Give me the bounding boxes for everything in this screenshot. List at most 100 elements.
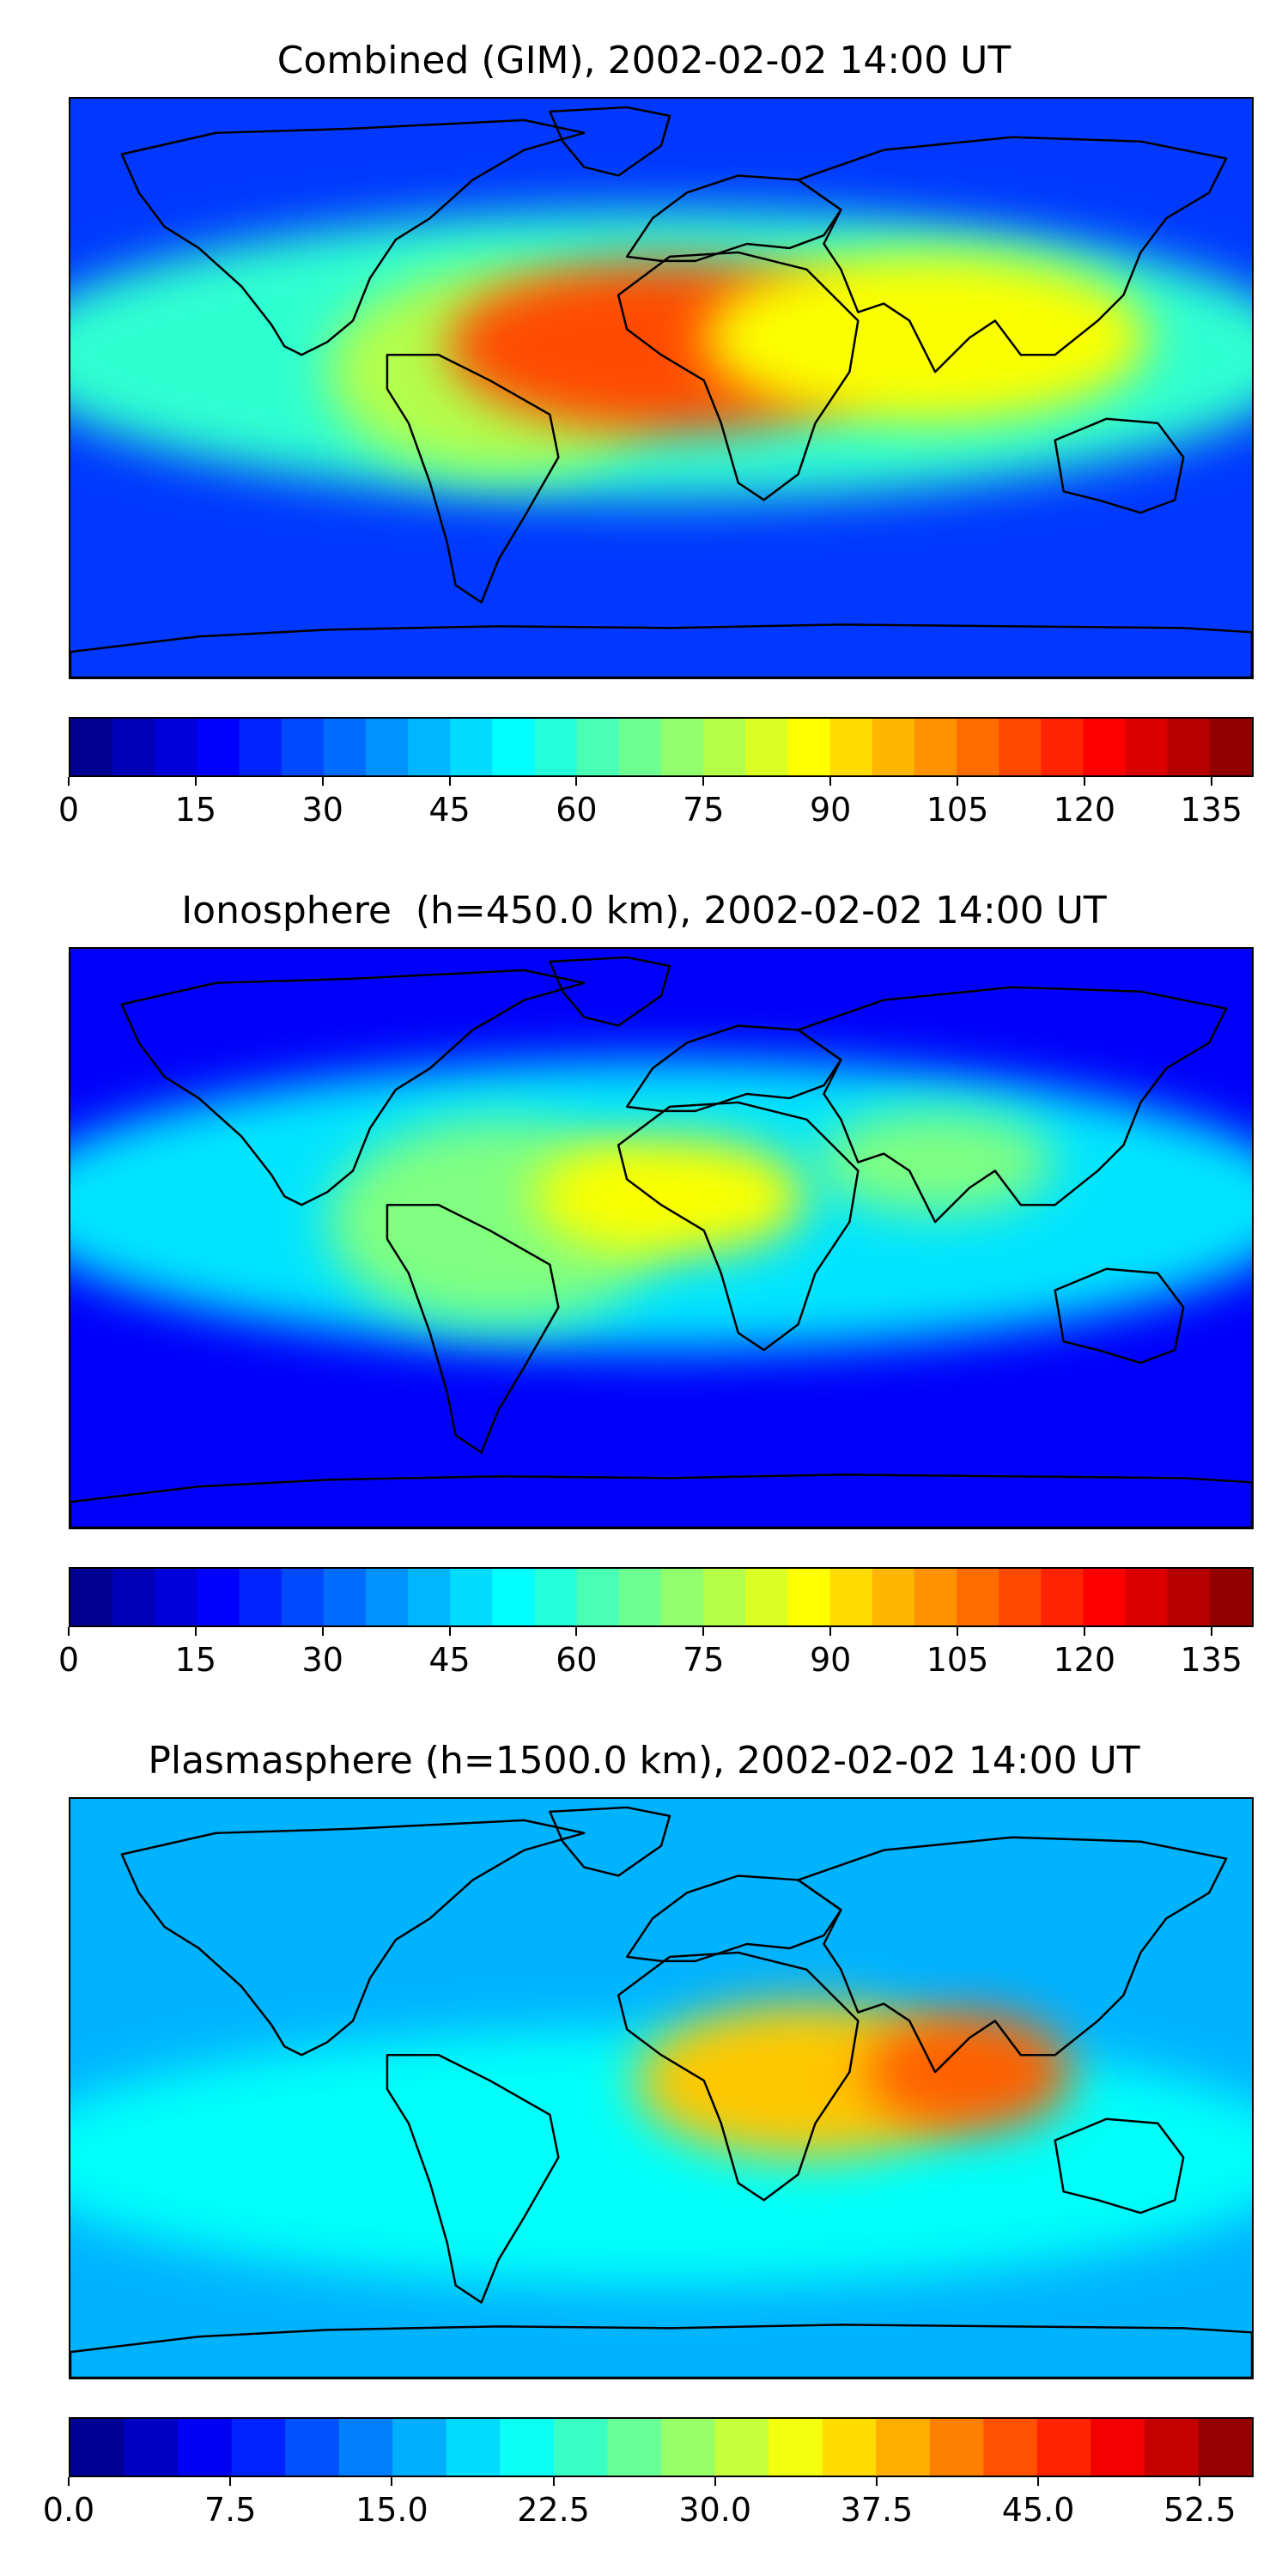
colorbar-segment — [178, 2419, 233, 2476]
colorbar-segment — [408, 719, 451, 775]
colorbar-segment — [366, 1569, 409, 1625]
colorbar-tick-mark — [552, 2477, 555, 2486]
colorbar-tick-label: 30 — [301, 1641, 343, 1679]
coastlines — [70, 1806, 1252, 2378]
colorbar-tick-mark — [391, 2477, 393, 2486]
colorbar-segment — [576, 1569, 620, 1625]
colorbar-segment — [714, 2419, 769, 2476]
colorbar-segment — [957, 1569, 999, 1625]
colorbar-tick-label: 7.5 — [204, 2491, 257, 2529]
colorbar-segment — [239, 1569, 283, 1625]
colorbar-tick-mark — [575, 777, 578, 786]
colorbar-segment — [769, 2419, 823, 2476]
colorbar-segment — [607, 2419, 662, 2476]
antarctica-outline — [70, 623, 1252, 677]
colorbar-segment — [70, 1569, 113, 1625]
map-svg-plasmasphere — [70, 1799, 1252, 2378]
colorbar-tick-mark — [957, 1627, 958, 1636]
colorbar-segment — [703, 719, 746, 775]
colorbar-segment — [929, 2419, 984, 2476]
asia-outline — [797, 136, 1228, 374]
colorbar-segment — [197, 1569, 240, 1625]
europe-outline — [625, 1874, 842, 1963]
colorbar-segment — [124, 2419, 179, 2476]
antarctica-outline — [70, 2324, 1252, 2378]
australia-outline — [1054, 1267, 1185, 1364]
colorbar-tick-mark — [229, 2477, 232, 2486]
colorbar-segment — [1209, 719, 1252, 775]
colorbar-tick-mark — [1037, 2477, 1040, 2486]
colorbar-tick-label: 15 — [174, 1641, 217, 1679]
colorbar-tick-label: 37.5 — [840, 2491, 914, 2529]
colorbar-tick-label: 75 — [683, 1641, 725, 1679]
europe-outline — [625, 1024, 842, 1113]
colorbar-ticks-plasmasphere: 0.0 7.5 15.0 22.5 30.0 37.5 45.0 52.5 — [43, 2477, 1254, 2529]
colorbar-tick-label: 75 — [683, 791, 725, 829]
colorbar-segment — [618, 1569, 662, 1625]
colorbar-tick-label: 120 — [1053, 791, 1116, 829]
colorbar-segment — [1209, 1569, 1252, 1625]
panel-title-plasmasphere: Plasmasphere (h=1500.0 km), 2002-02-02 1… — [148, 1739, 1140, 1783]
europe-outline — [625, 174, 842, 263]
colorbar-tick-label: 60 — [556, 1641, 598, 1679]
colorbar-segment — [983, 2419, 1038, 2476]
north-america-outline — [120, 969, 586, 1206]
colorbar-segment — [1167, 1569, 1211, 1625]
map-plasmasphere — [69, 1797, 1254, 2379]
colorbar-tick-mark — [957, 777, 958, 786]
colorbar-segment — [366, 719, 409, 775]
colorbar-tick-mark — [702, 777, 705, 786]
colorbar-tick-label: 0 — [58, 1641, 80, 1679]
colorbar-segment — [829, 1569, 873, 1625]
colorbar-segment — [323, 719, 367, 775]
colorbar-segment — [450, 719, 494, 775]
colorbar-segment — [745, 1569, 789, 1625]
colorbar-segment — [829, 719, 873, 775]
colorbar-segment — [155, 719, 198, 775]
colorbar-segment — [1083, 1569, 1127, 1625]
colorbar-segment — [999, 719, 1042, 775]
colorbar-segment — [1125, 719, 1169, 775]
colorbar-segment — [323, 1569, 367, 1625]
colorbar-ticks-combined: 0 15 30 45 60 75 90 105 120 135 — [58, 777, 1254, 829]
colorbar-segment — [534, 719, 578, 775]
colorbar-segment — [661, 1569, 704, 1625]
colorbar-segment — [281, 719, 325, 775]
colorbar-segment — [1041, 1569, 1084, 1625]
colorbar-segment — [492, 719, 536, 775]
colorbar-tick-mark — [321, 777, 324, 786]
colorbar-tick-mark — [1083, 1627, 1085, 1636]
africa-outline — [617, 1951, 860, 2202]
map-field-ionosphere — [70, 949, 1252, 1528]
colorbar-tick-mark — [875, 2477, 878, 2486]
colorbar-svg-combined — [70, 719, 1252, 775]
colorbar-segment — [822, 2419, 877, 2476]
colorbar-segment — [408, 1569, 451, 1625]
colorbar-tick-mark — [1210, 1627, 1212, 1636]
map-field-combined — [70, 99, 1252, 677]
colorbar-plasmasphere — [69, 2417, 1254, 2477]
map-svg-combined — [70, 99, 1252, 677]
colorbar-tick-mark — [68, 777, 70, 786]
west-africa-peak — [532, 1136, 807, 1256]
colorbar-segment — [876, 2419, 931, 2476]
colorbar-tick-mark — [194, 777, 197, 786]
colorbar-segment — [285, 2419, 340, 2476]
colorbar-tick-mark — [68, 1627, 70, 1636]
panel-title-combined: Combined (GIM), 2002-02-02 14:00 UT — [276, 39, 1012, 82]
australia-outline — [1054, 417, 1185, 514]
map-field-plasmasphere — [70, 1799, 1252, 2378]
asia-outline — [797, 1836, 1228, 2074]
colorbar-segment — [1125, 1569, 1169, 1625]
north-america-outline — [120, 118, 586, 356]
colorbar-ticks-ionosphere: 0 15 30 45 60 75 90 105 120 135 — [58, 1627, 1254, 1679]
colorbar-segment — [553, 2419, 609, 2476]
colorbar-ionosphere — [69, 1567, 1254, 1627]
colorbar-tick-mark — [575, 1627, 578, 1636]
colorbar-tick-label: 60 — [556, 791, 598, 829]
colorbar-segment — [450, 1569, 494, 1625]
colorbar-tick-mark — [829, 777, 832, 786]
colorbar-segment — [446, 2419, 501, 2476]
colorbar-tick-mark — [702, 1627, 705, 1636]
colorbar-segment — [392, 2419, 447, 2476]
